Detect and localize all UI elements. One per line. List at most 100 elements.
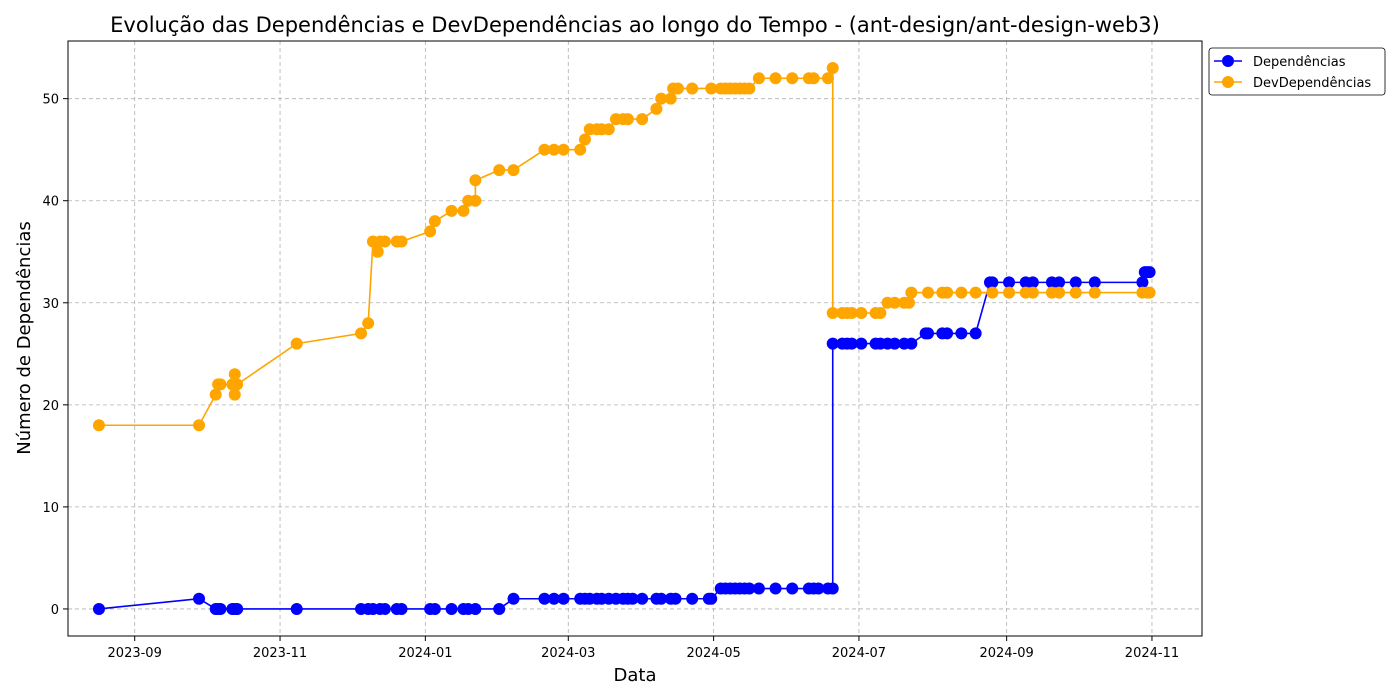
x-tick-label: 2024-05 bbox=[686, 646, 740, 661]
y-axis-label: Número de Dependências bbox=[14, 221, 35, 455]
data-point bbox=[290, 602, 303, 615]
x-tick-label: 2023-11 bbox=[253, 646, 307, 661]
data-point bbox=[686, 592, 699, 605]
data-point bbox=[602, 123, 615, 136]
y-tick-label: 10 bbox=[42, 501, 59, 516]
x-tick-label: 2023-09 bbox=[108, 646, 162, 661]
data-point bbox=[1003, 276, 1016, 289]
data-point bbox=[655, 592, 668, 605]
data-point bbox=[686, 82, 699, 95]
data-point bbox=[1026, 276, 1039, 289]
data-point bbox=[1143, 286, 1156, 299]
x-tick-label: 2024-11 bbox=[1125, 646, 1179, 661]
data-point bbox=[1136, 276, 1149, 289]
data-point bbox=[626, 592, 639, 605]
data-point bbox=[786, 582, 799, 595]
data-point bbox=[507, 592, 520, 605]
data-point bbox=[986, 276, 999, 289]
data-point bbox=[636, 113, 649, 126]
data-point bbox=[955, 286, 968, 299]
data-point bbox=[214, 378, 227, 391]
data-point bbox=[986, 286, 999, 299]
x-tick-label: 2024-03 bbox=[541, 646, 595, 661]
y-tick-label: 0 bbox=[51, 603, 59, 618]
data-point bbox=[807, 72, 820, 85]
data-point bbox=[812, 582, 825, 595]
legend-frame bbox=[1208, 47, 1386, 96]
data-point bbox=[469, 602, 482, 615]
data-point bbox=[557, 143, 570, 156]
data-point bbox=[228, 368, 241, 381]
data-point bbox=[621, 113, 634, 126]
legend: Dependências DevDependências bbox=[1208, 47, 1386, 96]
data-point bbox=[378, 602, 391, 615]
data-point bbox=[671, 82, 684, 95]
data-point bbox=[743, 82, 756, 95]
data-point bbox=[888, 296, 901, 309]
y-tick-label: 20 bbox=[42, 399, 59, 414]
series-layer bbox=[92, 62, 1156, 615]
data-point bbox=[538, 143, 551, 156]
data-point bbox=[752, 72, 765, 85]
data-point bbox=[424, 225, 437, 238]
chart-title: Evolução das Dependências e DevDependênc… bbox=[110, 13, 1160, 37]
x-tick-label: 2024-09 bbox=[979, 646, 1033, 661]
data-point bbox=[362, 317, 375, 330]
legend-marker bbox=[1222, 55, 1234, 67]
data-point bbox=[650, 102, 663, 115]
data-point bbox=[92, 419, 105, 432]
data-point bbox=[969, 286, 982, 299]
data-point bbox=[941, 286, 954, 299]
axis-ticks: 2023-09 2023-11 2024-01 2024-03 2024-05 2024-… bbox=[42, 93, 1179, 661]
data-point bbox=[493, 602, 506, 615]
data-point bbox=[769, 72, 782, 85]
data-point bbox=[445, 602, 458, 615]
data-point bbox=[705, 592, 718, 605]
series-devdependencias bbox=[92, 62, 1156, 432]
data-point bbox=[469, 174, 482, 187]
data-point bbox=[209, 388, 222, 401]
series-dependencias bbox=[92, 266, 1156, 615]
data-point bbox=[969, 327, 982, 340]
data-point bbox=[378, 235, 391, 248]
data-point bbox=[855, 306, 868, 319]
data-point bbox=[888, 337, 901, 350]
x-tick-label: 2024-07 bbox=[832, 646, 886, 661]
x-axis-label: Data bbox=[614, 665, 657, 686]
data-point bbox=[574, 143, 587, 156]
data-point bbox=[469, 194, 482, 207]
data-point bbox=[1053, 276, 1066, 289]
x-tick-label: 2024-01 bbox=[398, 646, 452, 661]
plot-frame bbox=[67, 40, 1203, 637]
data-point bbox=[355, 327, 368, 340]
data-point bbox=[826, 62, 839, 75]
y-tick-label: 30 bbox=[42, 297, 59, 312]
data-point bbox=[941, 327, 954, 340]
data-point bbox=[826, 582, 839, 595]
data-point bbox=[905, 286, 918, 299]
legend-label: DevDependências bbox=[1253, 76, 1371, 91]
data-point bbox=[922, 327, 935, 340]
data-point bbox=[845, 306, 858, 319]
data-point bbox=[655, 92, 668, 105]
data-point bbox=[845, 337, 858, 350]
data-point bbox=[1088, 276, 1101, 289]
data-point bbox=[1003, 286, 1016, 299]
data-point bbox=[395, 235, 408, 248]
data-point bbox=[1053, 286, 1066, 299]
data-point bbox=[922, 286, 935, 299]
data-point bbox=[1069, 276, 1082, 289]
data-point bbox=[826, 337, 839, 350]
data-point bbox=[855, 337, 868, 350]
data-point bbox=[457, 204, 470, 217]
legend-label: Dependências bbox=[1253, 55, 1346, 70]
data-point bbox=[371, 245, 384, 258]
data-point bbox=[193, 592, 206, 605]
data-point bbox=[1069, 286, 1082, 299]
data-point bbox=[548, 143, 560, 156]
y-tick-label: 40 bbox=[42, 195, 59, 210]
data-point bbox=[193, 419, 206, 432]
data-point bbox=[92, 602, 105, 615]
